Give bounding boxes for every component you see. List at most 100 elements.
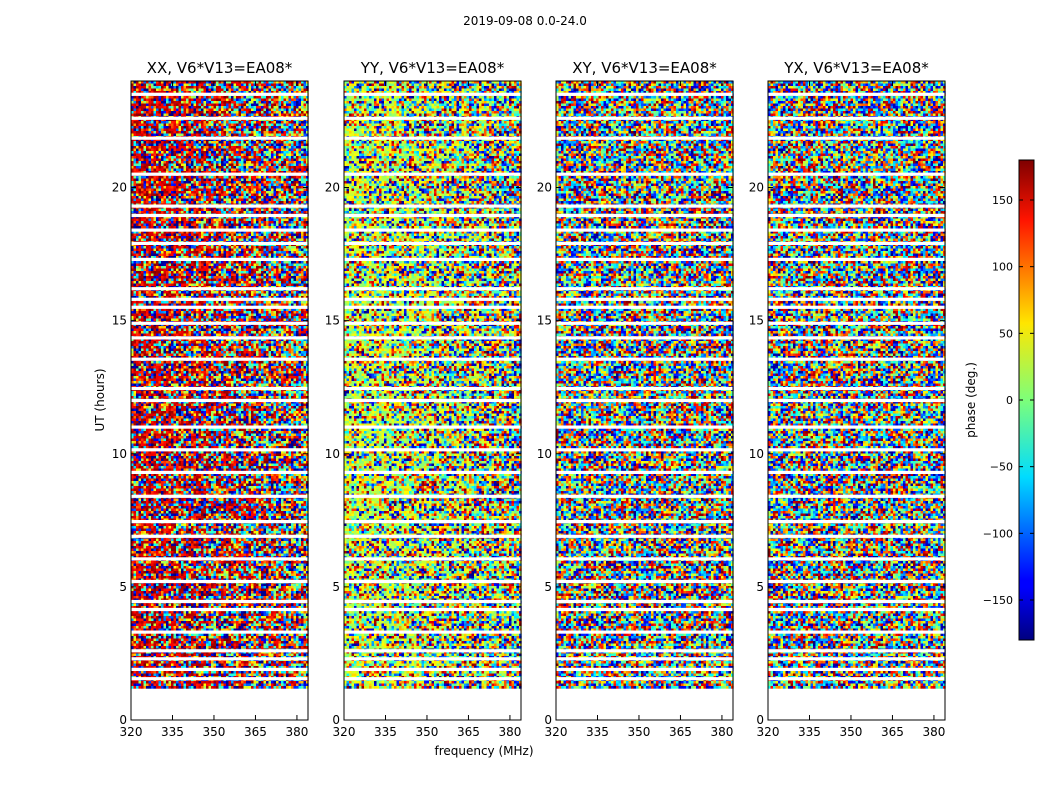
heatmap-cell	[246, 101, 249, 104]
heatmap-cell	[219, 99, 222, 102]
heatmap-cell	[199, 96, 202, 99]
heatmap-cell	[281, 86, 284, 89]
heatmap-cell	[261, 99, 264, 102]
heatmap-cell	[231, 96, 234, 99]
heatmap-cell	[204, 99, 207, 102]
heatmap-cell	[276, 99, 279, 102]
heatmap-cell	[241, 104, 244, 107]
heatmap-cell	[169, 96, 172, 99]
heatmap-cell	[174, 86, 177, 89]
heatmap-cell	[146, 101, 149, 104]
heatmap-cell	[189, 104, 192, 107]
heatmap-cell	[144, 96, 147, 99]
heatmap-cell	[264, 99, 267, 102]
heatmap-cell	[176, 84, 179, 87]
heatmap-cell	[231, 104, 234, 107]
heatmap-cell	[261, 96, 264, 99]
heatmap-cell	[144, 101, 147, 104]
heatmap-cell	[216, 89, 219, 92]
heatmap-cell	[234, 86, 237, 89]
heatmap-cell	[264, 96, 267, 99]
heatmap-cell	[299, 89, 302, 92]
heatmap-cell	[271, 89, 274, 92]
heatmap-cell	[201, 86, 204, 89]
heatmap-cell	[234, 104, 237, 107]
heatmap-cell	[171, 99, 174, 102]
heatmap-cell	[239, 84, 242, 87]
heatmap-cell	[286, 99, 289, 102]
heatmap-cell	[249, 104, 252, 107]
heatmap-cell	[231, 101, 234, 104]
heatmap-cell	[296, 89, 299, 92]
heatmap-cell	[199, 89, 202, 92]
heatmap-cell	[294, 99, 297, 102]
heatmap-cell	[201, 104, 204, 107]
heatmap-cell	[291, 96, 294, 99]
heatmap-cell	[304, 89, 307, 92]
heatmap-cell	[161, 84, 164, 87]
heatmap-cell	[284, 101, 287, 104]
heatmap-cell	[194, 104, 197, 107]
heatmap-cell	[211, 86, 214, 89]
heatmap-cell	[266, 96, 269, 99]
heatmap-cell	[249, 86, 252, 89]
heatmap-cell	[146, 89, 149, 92]
heatmap-cell	[219, 86, 222, 89]
heatmap-cell	[256, 99, 259, 102]
heatmap-cell	[249, 99, 252, 102]
heatmap-cell	[199, 99, 202, 102]
heatmap-cell	[149, 86, 152, 89]
heatmap-cell	[266, 84, 269, 87]
heatmap-cell	[211, 99, 214, 102]
heatmap-cell	[159, 84, 162, 87]
heatmap-cell	[221, 104, 224, 107]
heatmap-cell	[221, 84, 224, 87]
heatmap-cell	[271, 101, 274, 104]
heatmap-cell	[204, 96, 207, 99]
heatmap-cell	[251, 101, 254, 104]
heatmap-cell	[224, 104, 227, 107]
heatmap-cell	[201, 101, 204, 104]
heatmap-cell	[269, 86, 272, 89]
heatmap-cell	[289, 96, 292, 99]
heatmap-cell	[224, 89, 227, 92]
heatmap-cell	[136, 96, 139, 99]
heatmap-cell	[176, 86, 179, 89]
heatmap-cell	[206, 89, 209, 92]
heatmap-cell	[236, 101, 239, 104]
heatmap-cell	[254, 89, 257, 92]
heatmap-cell	[224, 96, 227, 99]
heatmap-cell	[276, 101, 279, 104]
heatmap-cell	[191, 101, 194, 104]
heatmap-cell	[204, 86, 207, 89]
heatmap-cell	[229, 86, 232, 89]
heatmap-cell	[141, 86, 144, 89]
heatmap-cell	[134, 99, 137, 102]
heatmap-cell	[179, 86, 182, 89]
heatmap-cell	[156, 86, 159, 89]
heatmap-cell	[174, 84, 177, 87]
heatmap-cell	[181, 104, 184, 107]
heatmap-cell	[276, 96, 279, 99]
heatmap-cell	[219, 89, 222, 92]
heatmap-cell	[161, 89, 164, 92]
heatmap-cell	[286, 101, 289, 104]
heatmap-cell	[211, 84, 214, 87]
heatmap-cell	[186, 101, 189, 104]
heatmap-cell	[246, 99, 249, 102]
heatmap-cell	[241, 101, 244, 104]
heatmap-cell	[254, 96, 257, 99]
heatmap-cell	[229, 101, 232, 104]
heatmap-cell	[141, 84, 144, 87]
heatmap-cell	[186, 89, 189, 92]
heatmap-cell	[191, 84, 194, 87]
heatmap-cell	[256, 104, 259, 107]
heatmap-cell	[136, 104, 139, 107]
heatmap-cell	[136, 99, 139, 102]
heatmap-cell	[276, 84, 279, 87]
heatmap-cell	[239, 101, 242, 104]
heatmap-cell	[161, 101, 164, 104]
heatmap-cell	[179, 96, 182, 99]
heatmap-cell	[299, 86, 302, 89]
heatmap-cell	[196, 104, 199, 107]
